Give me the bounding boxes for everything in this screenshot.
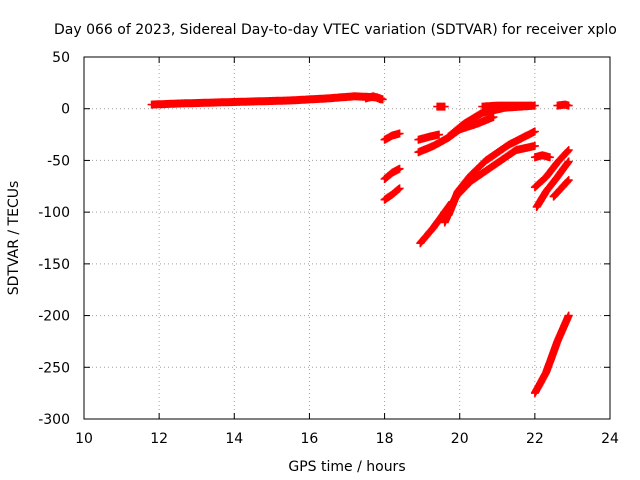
- series-pass-5: [380, 184, 404, 204]
- series-pass-18: [549, 176, 573, 201]
- series-pass-13: [478, 101, 536, 111]
- series-pass-14: [530, 151, 554, 162]
- series-markers: [530, 311, 573, 398]
- series-markers: [530, 151, 554, 162]
- x-tick-label: 22: [526, 431, 544, 447]
- data-points: [147, 92, 573, 398]
- series-pass-3: [380, 129, 404, 144]
- axis-ticks: 10 12 14 16 18 20 22 24 -300 -250 -200 -150 -100 -50 0…: [38, 50, 619, 447]
- x-tick-label: 12: [150, 431, 168, 447]
- series-pass-1: [147, 92, 387, 109]
- y-tick-label: 0: [61, 102, 70, 118]
- series-markers: [433, 102, 449, 111]
- series-markers: [414, 130, 443, 144]
- series-markers: [361, 92, 385, 104]
- x-tick-label: 14: [225, 431, 243, 447]
- x-tick-label: 18: [376, 431, 394, 447]
- y-tick-label: -50: [47, 153, 70, 169]
- chart-title: Day 066 of 2023, Sidereal Day-to-day VTE…: [54, 22, 617, 38]
- y-tick-label: -300: [38, 412, 70, 428]
- series-markers: [380, 184, 404, 204]
- series-markers: [530, 146, 573, 192]
- series-pass-7: [433, 102, 449, 111]
- series-pass-6: [414, 130, 443, 144]
- series-pass-2: [361, 92, 385, 104]
- series-markers: [444, 127, 539, 220]
- y-tick-label: -250: [38, 360, 70, 376]
- series-markers: [380, 164, 404, 183]
- series-markers: [549, 176, 573, 201]
- y-axis-label: SDTVAR / TECUs: [6, 181, 22, 296]
- x-tick-label: 20: [451, 431, 469, 447]
- x-tick-label: 24: [601, 431, 619, 447]
- plot-frame: [83, 56, 611, 420]
- series-markers: [532, 157, 573, 211]
- y-tick-label: 50: [52, 50, 70, 66]
- series-markers: [380, 129, 404, 144]
- y-tick-label: -150: [38, 257, 70, 273]
- y-tick-label: -100: [38, 205, 70, 221]
- series-markers: [553, 100, 573, 110]
- grid: [84, 57, 610, 419]
- series-pass-4: [380, 164, 404, 183]
- x-tick-label: 10: [75, 431, 93, 447]
- series-pass-11: [444, 127, 539, 220]
- x-tick-label: 16: [301, 431, 319, 447]
- series-pass-15: [553, 100, 573, 110]
- series-markers: [478, 101, 536, 111]
- series-markers: [147, 92, 387, 109]
- series-pass-17: [532, 157, 573, 211]
- series-pass-16: [530, 146, 573, 192]
- series-pass-19: [530, 311, 573, 398]
- y-tick-label: -200: [38, 309, 70, 325]
- x-axis-label: GPS time / hours: [288, 459, 405, 475]
